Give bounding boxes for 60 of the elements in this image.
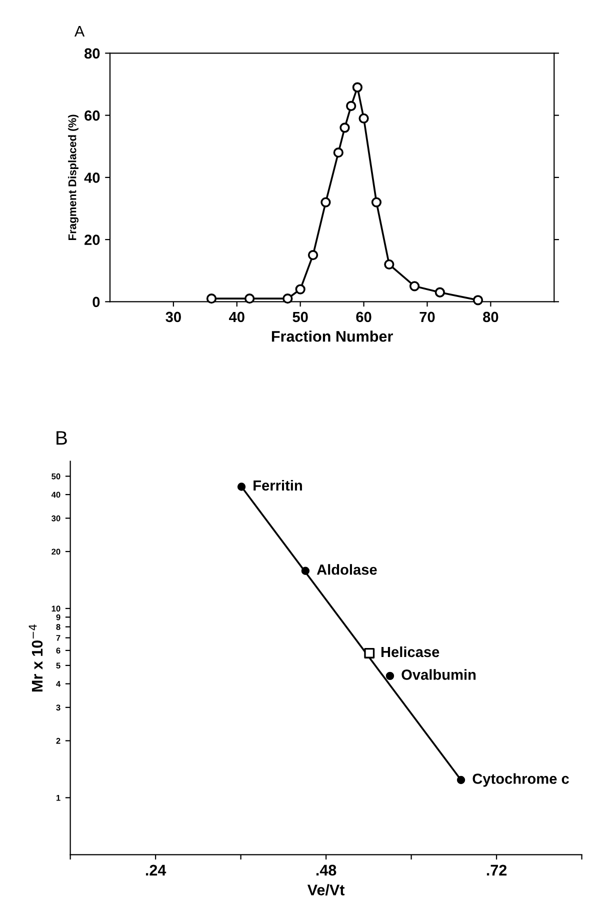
x-tick-label: 80 (483, 312, 498, 322)
point (308, 250, 318, 260)
x-tick-label: .72 (486, 864, 507, 876)
point (386, 672, 394, 680)
y-tick-label: 9 (56, 614, 60, 620)
y-tick-label: 50 (52, 473, 60, 480)
point (409, 281, 420, 292)
y-tick-label: 20 (52, 548, 60, 555)
y-tick-label: 2 (56, 738, 60, 744)
annotation: Ferritin (254, 480, 302, 491)
x-tick-label: 50 (292, 312, 308, 322)
annotation: Aldolase (316, 564, 377, 575)
y-tick-label: 7 (56, 635, 60, 641)
point (364, 648, 375, 658)
y-tick-label: 4 (56, 681, 61, 687)
point (333, 148, 344, 158)
annotation: Cytochrome c (472, 773, 569, 787)
y-tick-label: 40 (84, 172, 100, 183)
x-tick-label: .48 (316, 864, 336, 876)
y-tick-label: 40 (51, 492, 60, 498)
point (456, 776, 466, 784)
y-tick-label: 1 (56, 794, 60, 801)
point (346, 100, 356, 112)
point (301, 566, 310, 575)
point (371, 197, 382, 208)
y-tick-label: 3 (56, 704, 60, 711)
x-tick-label: 60 (356, 312, 372, 322)
y-tick-label: 10 (52, 606, 60, 612)
chart-title: A (74, 26, 85, 37)
y-tick-label: 6 (56, 648, 60, 654)
point (282, 294, 293, 304)
point (358, 113, 369, 124)
y-tick-label: 80 (84, 48, 100, 59)
x-tick-label: 40 (228, 312, 244, 322)
y-tick-label: 5 (56, 662, 60, 669)
chart-title: B (56, 431, 67, 445)
point (384, 259, 394, 270)
point (244, 294, 255, 304)
y-tick-label: 0 (92, 296, 100, 308)
point (206, 294, 217, 304)
y-tick-label: 30 (52, 515, 60, 522)
y-tick-label: 20 (84, 234, 100, 245)
x-tick-label: 30 (166, 312, 181, 322)
y-axis-title: Mr x 10$^{−4}$ (28, 624, 43, 692)
point (434, 287, 445, 298)
y-tick-label: 8 (56, 624, 60, 630)
point (352, 82, 363, 92)
point (472, 295, 484, 306)
x-axis-title: Ve/Vt (307, 884, 345, 896)
x-tick-label: 70 (420, 312, 435, 322)
annotation: Helicase (381, 646, 440, 658)
y-tick-label: 60 (84, 110, 100, 121)
point (237, 482, 246, 491)
point (320, 197, 331, 208)
point (340, 122, 350, 133)
x-tick-label: .24 (146, 864, 166, 876)
point (295, 284, 306, 294)
annotation: Ovalbumin (402, 669, 476, 680)
x-axis-title: Fraction Number (272, 330, 393, 342)
y-axis-title: Fragment Displaced (%) (68, 114, 78, 240)
